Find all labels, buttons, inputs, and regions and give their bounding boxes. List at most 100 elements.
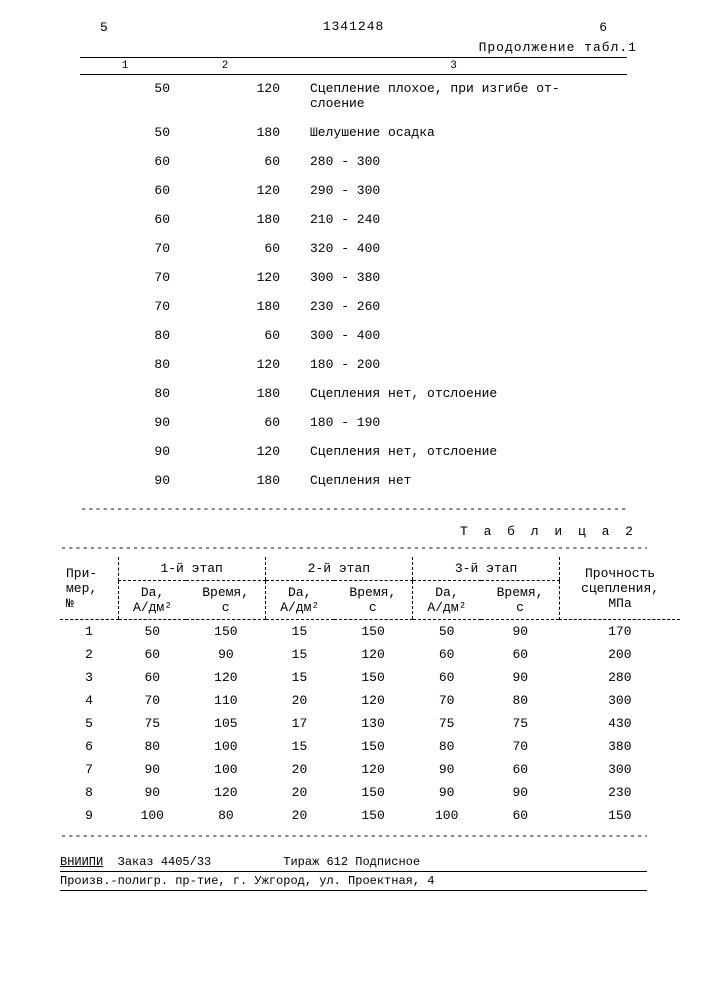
t1-c1: 90 <box>80 444 200 459</box>
document-number: 1341248 <box>40 19 667 34</box>
t1-c2: 120 <box>200 270 310 285</box>
table-row: 9060180 - 190 <box>80 415 627 430</box>
t2-cell: 6 <box>60 735 118 758</box>
t2-sub-time: Время, с <box>334 581 413 620</box>
t1-c3: Сцепление плохое, при изгибе от-слоение <box>310 81 627 111</box>
table-row: 150150151505090170 <box>60 620 680 644</box>
t1-c2: 180 <box>200 473 310 488</box>
table-row: 50180Шелушение осадка <box>80 125 627 140</box>
t1-c3: Сцепления нет <box>310 473 627 488</box>
table2: При- мер, № 1-й этап 2-й этап 3-й этап П… <box>60 557 680 827</box>
table-row: 470110201207080300 <box>60 689 680 712</box>
rule <box>80 57 627 58</box>
table2-head: При- мер, № 1-й этап 2-й этап 3-й этап П… <box>60 557 680 620</box>
table-row: 80180Сцепления нет, отслоение <box>80 386 627 401</box>
t2-cell: 20 <box>265 689 333 712</box>
t1-c3: 180 - 190 <box>310 415 627 430</box>
table-row: 6060280 - 300 <box>80 154 627 169</box>
t1-c3: Шелушение осадка <box>310 125 627 140</box>
t2-cell: 70 <box>118 689 186 712</box>
t1-c3: Сцепления нет, отслоение <box>310 386 627 401</box>
t2-sub-time: Время, с <box>186 581 265 620</box>
t1-c1: 60 <box>80 154 200 169</box>
t2-cell: 130 <box>334 712 413 735</box>
table-row: 60120290 - 300 <box>80 183 627 198</box>
t2-cell: 15 <box>265 666 333 689</box>
page-right-num: 6 <box>599 20 607 35</box>
table-row: 890120201509090230 <box>60 781 680 804</box>
t2-cell: 100 <box>412 804 480 827</box>
t1-c1: 80 <box>80 386 200 401</box>
t1-c2: 60 <box>200 241 310 256</box>
table-row: 90120Сцепления нет, отслоение <box>80 444 627 459</box>
footer: ВНИИПИ Заказ 4405/33 Тираж 612 Подписное… <box>60 853 647 891</box>
table-row: 60180210 - 240 <box>80 212 627 227</box>
t2-cell: 90 <box>186 643 265 666</box>
t1-c1: 70 <box>80 299 200 314</box>
t2-cell: 80 <box>412 735 480 758</box>
t1-h2: 2 <box>170 60 280 72</box>
t2-cell: 50 <box>412 620 480 644</box>
t1-c2: 60 <box>200 328 310 343</box>
t2-cell: 20 <box>265 804 333 827</box>
t2-cell: 4 <box>60 689 118 712</box>
t2-sub-da: Dа, А/дм² <box>118 581 186 620</box>
footer-line2: Произв.-полигр. пр-тие, г. Ужгород, ул. … <box>60 872 647 891</box>
t2-cell: 90 <box>118 758 186 781</box>
t2-cell: 20 <box>265 758 333 781</box>
t2-sub-da: Dа, А/дм² <box>412 581 480 620</box>
t2-cell: 17 <box>265 712 333 735</box>
rule <box>80 74 627 75</box>
t2-cell: 7 <box>60 758 118 781</box>
t2-cell: 80 <box>186 804 265 827</box>
t1-c1: 60 <box>80 212 200 227</box>
t1-c2: 180 <box>200 299 310 314</box>
table-row: 8060300 - 400 <box>80 328 627 343</box>
table-row: 70120300 - 380 <box>80 270 627 285</box>
t2-h-stage3: 3-й этап <box>412 557 559 581</box>
page-left-num: 5 <box>100 20 108 35</box>
t1-c2: 180 <box>200 386 310 401</box>
t1-c3: 320 - 400 <box>310 241 627 256</box>
t2-cell: 60 <box>118 666 186 689</box>
t2-cell: 150 <box>186 620 265 644</box>
t2-cell: 60 <box>481 804 560 827</box>
t1-c3: 300 - 380 <box>310 270 627 285</box>
dash-line: ----------------------------------------… <box>80 502 627 516</box>
t2-cell: 60 <box>481 643 560 666</box>
table-row: 9100802015010060150 <box>60 804 680 827</box>
table1-header: 1 2 3 <box>40 60 667 72</box>
t1-c3: 300 - 400 <box>310 328 627 343</box>
t2-cell: 120 <box>334 758 413 781</box>
t1-c1: 70 <box>80 241 200 256</box>
t1-c1: 80 <box>80 328 200 343</box>
t2-cell: 80 <box>481 689 560 712</box>
t1-c2: 120 <box>200 357 310 372</box>
t2-cell: 150 <box>334 666 413 689</box>
t2-cell: 8 <box>60 781 118 804</box>
t2-cell: 15 <box>265 735 333 758</box>
t2-cell: 9 <box>60 804 118 827</box>
t2-cell: 380 <box>560 735 680 758</box>
t2-cell: 15 <box>265 643 333 666</box>
dash-line: ----------------------------------------… <box>60 829 647 843</box>
t1-c3: 280 - 300 <box>310 154 627 169</box>
t2-cell: 15 <box>265 620 333 644</box>
t2-cell: 1 <box>60 620 118 644</box>
t2-cell: 2 <box>60 643 118 666</box>
t2-cell: 105 <box>186 712 265 735</box>
t1-c1: 80 <box>80 357 200 372</box>
table-row: 90180Сцепления нет <box>80 473 627 488</box>
t2-cell: 70 <box>412 689 480 712</box>
t2-cell: 3 <box>60 666 118 689</box>
t1-c3: Сцепления нет, отслоение <box>310 444 627 459</box>
t2-cell: 120 <box>186 781 265 804</box>
t2-cell: 90 <box>412 758 480 781</box>
t2-cell: 200 <box>560 643 680 666</box>
t1-c2: 180 <box>200 212 310 227</box>
t1-c2: 60 <box>200 154 310 169</box>
t1-c2: 120 <box>200 444 310 459</box>
t2-cell: 120 <box>186 666 265 689</box>
t1-c3: 230 - 260 <box>310 299 627 314</box>
t2-cell: 60 <box>412 643 480 666</box>
